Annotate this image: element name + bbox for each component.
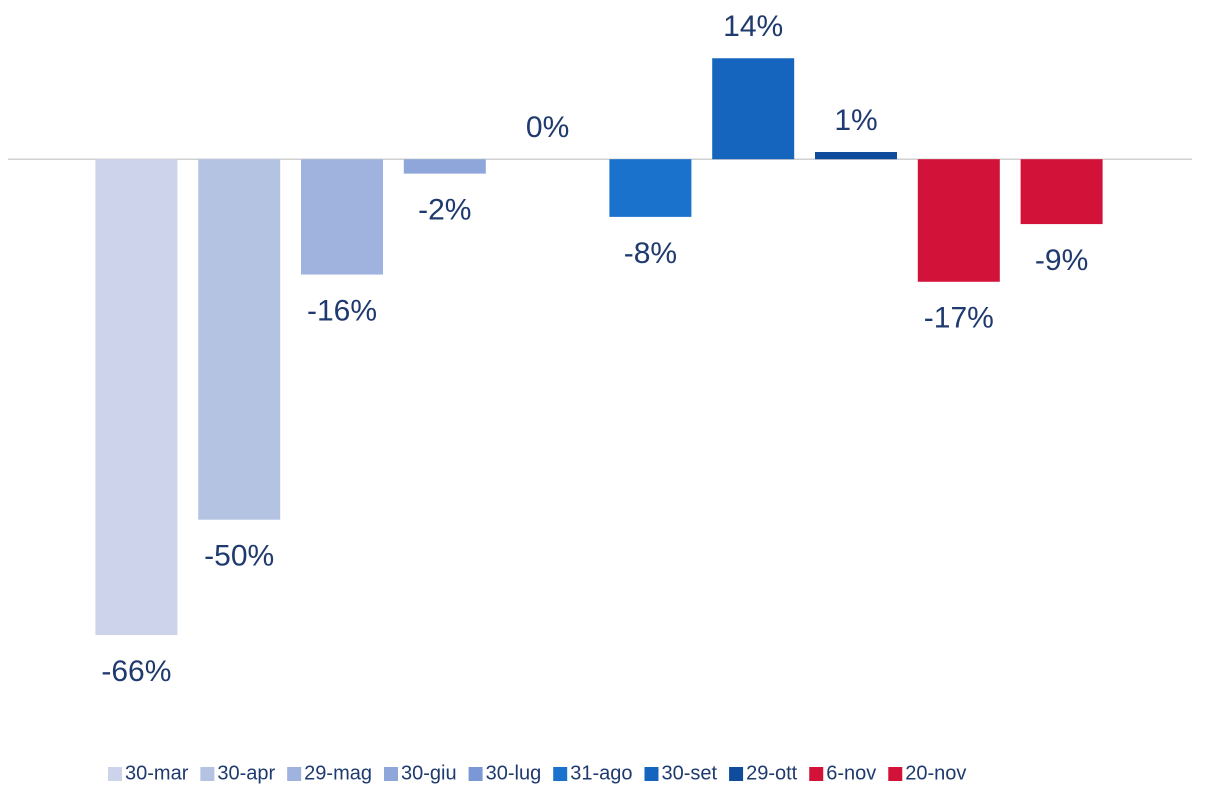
- legend-swatch: [287, 767, 302, 781]
- legend-swatch: [553, 767, 568, 781]
- legend-label: 31-ago: [570, 762, 632, 784]
- value-label: -9%: [1035, 244, 1088, 277]
- bar: [815, 151, 897, 160]
- value-label: -16%: [307, 294, 377, 327]
- legend-label: 30-lug: [486, 762, 542, 784]
- legend-label: 30-apr: [217, 762, 275, 784]
- legend-label: 30-giu: [401, 762, 457, 784]
- bar: [95, 159, 178, 636]
- value-label: 1%: [834, 104, 877, 137]
- legend-label: 30-set: [661, 762, 717, 784]
- legend-label: 29-mag: [304, 762, 372, 784]
- bar: [917, 159, 1000, 282]
- value-label: -8%: [624, 237, 677, 270]
- legend-swatch: [200, 767, 215, 781]
- legend-label: 6-nov: [826, 762, 876, 784]
- bar: [609, 159, 692, 217]
- legend-swatch: [729, 767, 744, 781]
- legend-label: 20-nov: [905, 762, 966, 784]
- legend-swatch: [108, 767, 122, 781]
- legend-swatch: [809, 767, 824, 781]
- bar: [198, 159, 281, 520]
- value-label: -2%: [418, 194, 471, 227]
- bar: [712, 58, 795, 160]
- legend-label: 29-ott: [746, 762, 798, 784]
- bar: [403, 159, 486, 174]
- value-label: -66%: [101, 655, 171, 688]
- legend-swatch: [468, 767, 483, 781]
- legend-label: 30-mar: [125, 762, 189, 784]
- bar: [301, 159, 383, 275]
- legend-swatch: [888, 767, 903, 781]
- legend-swatch: [644, 767, 659, 781]
- value-label: 0%: [526, 111, 569, 144]
- legend-swatch: [383, 767, 398, 781]
- value-label: -50%: [204, 540, 274, 573]
- value-label: 14%: [723, 10, 783, 43]
- bar: [1020, 159, 1103, 225]
- value-label: -17%: [924, 302, 994, 335]
